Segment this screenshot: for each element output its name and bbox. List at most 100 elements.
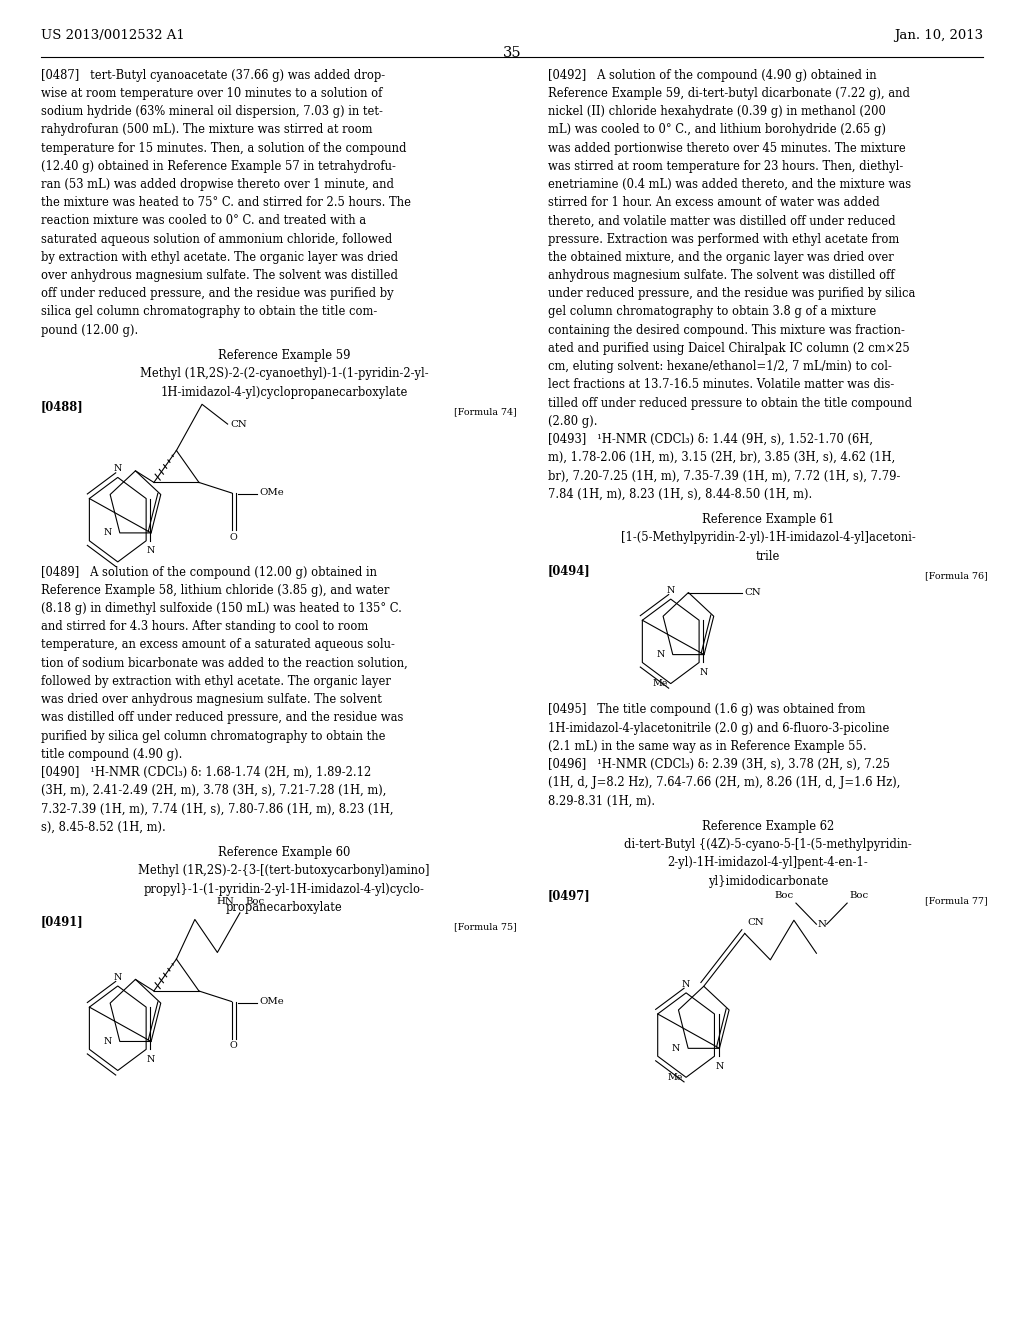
Text: Reference Example 62: Reference Example 62	[701, 820, 835, 833]
Text: (2.80 g).: (2.80 g).	[548, 414, 597, 428]
Text: US 2013/0012532 A1: US 2013/0012532 A1	[41, 29, 184, 42]
Text: trile: trile	[756, 549, 780, 562]
Text: nickel (II) chloride hexahydrate (0.39 g) in methanol (200: nickel (II) chloride hexahydrate (0.39 g…	[548, 106, 886, 117]
Text: off under reduced pressure, and the residue was purified by: off under reduced pressure, and the resi…	[41, 288, 393, 300]
Text: 8.29-8.31 (1H, m).: 8.29-8.31 (1H, m).	[548, 795, 655, 808]
Text: title compound (4.90 g).: title compound (4.90 g).	[41, 747, 182, 760]
Text: CN: CN	[230, 420, 248, 429]
Text: enetriamine (0.4 mL) was added thereto, and the mixture was: enetriamine (0.4 mL) was added thereto, …	[548, 178, 911, 191]
Text: ated and purified using Daicel Chiralpak IC column (2 cm×25: ated and purified using Daicel Chiralpak…	[548, 342, 909, 355]
Text: N: N	[715, 1061, 724, 1071]
Text: Me: Me	[668, 1073, 683, 1082]
Text: Methyl (1R,2S)-2-(2-cyanoethyl)-1-(1-pyridin-2-yl-: Methyl (1R,2S)-2-(2-cyanoethyl)-1-(1-pyr…	[140, 367, 428, 380]
Text: lect fractions at 13.7-16.5 minutes. Volatile matter was dis-: lect fractions at 13.7-16.5 minutes. Vol…	[548, 379, 894, 391]
Text: Reference Example 59, di-tert-butyl dicarbonate (7.22 g), and: Reference Example 59, di-tert-butyl dica…	[548, 87, 910, 100]
Text: pressure. Extraction was performed with ethyl acetate from: pressure. Extraction was performed with …	[548, 232, 899, 246]
Text: N: N	[656, 651, 665, 659]
Text: br), 7.20-7.25 (1H, m), 7.35-7.39 (1H, m), 7.72 (1H, s), 7.79-: br), 7.20-7.25 (1H, m), 7.35-7.39 (1H, m…	[548, 470, 900, 482]
Text: [0496]   ¹H-NMR (CDCl₃) δ: 2.39 (3H, s), 3.78 (2H, s), 7.25: [0496] ¹H-NMR (CDCl₃) δ: 2.39 (3H, s), 3…	[548, 758, 890, 771]
Text: [Formula 77]: [Formula 77]	[926, 896, 988, 906]
Text: saturated aqueous solution of ammonium chloride, followed: saturated aqueous solution of ammonium c…	[41, 232, 392, 246]
Text: Reference Example 59: Reference Example 59	[218, 350, 350, 362]
Text: Boc: Boc	[245, 898, 264, 907]
Text: CN: CN	[748, 917, 765, 927]
Text: CN: CN	[744, 587, 762, 597]
Text: HN: HN	[217, 898, 234, 907]
Text: purified by silica gel column chromatography to obtain the: purified by silica gel column chromatogr…	[41, 730, 385, 743]
Text: N: N	[114, 973, 122, 982]
Text: [0487]   tert-Butyl cyanoacetate (37.66 g) was added drop-: [0487] tert-Butyl cyanoacetate (37.66 g)…	[41, 69, 385, 82]
Text: [1-(5-Methylpyridin-2-yl)-1H-imidazol-4-yl]acetoni-: [1-(5-Methylpyridin-2-yl)-1H-imidazol-4-…	[621, 532, 915, 544]
Text: m), 1.78-2.06 (1H, m), 3.15 (2H, br), 3.85 (3H, s), 4.62 (1H,: m), 1.78-2.06 (1H, m), 3.15 (2H, br), 3.…	[548, 451, 895, 465]
Text: s), 8.45-8.52 (1H, m).: s), 8.45-8.52 (1H, m).	[41, 821, 166, 834]
Text: [0495]   The title compound (1.6 g) was obtained from: [0495] The title compound (1.6 g) was ob…	[548, 704, 865, 717]
Text: OMe: OMe	[259, 997, 284, 1006]
Text: [0491]: [0491]	[41, 915, 84, 928]
Text: [Formula 74]: [Formula 74]	[455, 408, 517, 416]
Text: Reference Example 58, lithium chloride (3.85 g), and water: Reference Example 58, lithium chloride (…	[41, 583, 389, 597]
Text: N: N	[817, 920, 826, 929]
Text: sodium hydride (63% mineral oil dispersion, 7.03 g) in tet-: sodium hydride (63% mineral oil dispersi…	[41, 106, 383, 117]
Text: Boc: Boc	[775, 891, 794, 900]
Text: 1H-imidazol-4-yl)cyclopropanecarboxylate: 1H-imidazol-4-yl)cyclopropanecarboxylate	[161, 385, 408, 399]
Text: (12.40 g) obtained in Reference Example 57 in tetrahydrofu-: (12.40 g) obtained in Reference Example …	[41, 160, 396, 173]
Text: silica gel column chromatography to obtain the title com-: silica gel column chromatography to obta…	[41, 305, 377, 318]
Text: propanecarboxylate: propanecarboxylate	[225, 900, 343, 913]
Text: under reduced pressure, and the residue was purified by silica: under reduced pressure, and the residue …	[548, 288, 915, 300]
Text: tilled off under reduced pressure to obtain the title compound: tilled off under reduced pressure to obt…	[548, 396, 912, 409]
Text: N: N	[103, 528, 112, 537]
Text: Jan. 10, 2013: Jan. 10, 2013	[894, 29, 983, 42]
Text: Reference Example 60: Reference Example 60	[218, 846, 350, 859]
Text: followed by extraction with ethyl acetate. The organic layer: followed by extraction with ethyl acetat…	[41, 675, 391, 688]
Text: O: O	[230, 532, 238, 541]
Text: was distilled off under reduced pressure, and the residue was: was distilled off under reduced pressure…	[41, 711, 403, 725]
Text: cm, eluting solvent: hexane/ethanol=1/2, 7 mL/min) to col-: cm, eluting solvent: hexane/ethanol=1/2,…	[548, 360, 892, 374]
Text: [Formula 75]: [Formula 75]	[455, 923, 517, 932]
Text: tion of sodium bicarbonate was added to the reaction solution,: tion of sodium bicarbonate was added to …	[41, 656, 408, 669]
Text: 1H-imidazol-4-ylacetonitrile (2.0 g) and 6-fluoro-3-picoline: 1H-imidazol-4-ylacetonitrile (2.0 g) and…	[548, 722, 889, 735]
Text: N: N	[114, 465, 122, 474]
Text: O: O	[230, 1041, 238, 1051]
Text: (3H, m), 2.41-2.49 (2H, m), 3.78 (3H, s), 7.21-7.28 (1H, m),: (3H, m), 2.41-2.49 (2H, m), 3.78 (3H, s)…	[41, 784, 386, 797]
Text: N: N	[146, 1055, 156, 1064]
Text: Methyl (1R,2S)-2-{3-[(tert-butoxycarbonyl)amino]: Methyl (1R,2S)-2-{3-[(tert-butoxycarbony…	[138, 865, 430, 878]
Text: containing the desired compound. This mixture was fraction-: containing the desired compound. This mi…	[548, 323, 905, 337]
Text: reaction mixture was cooled to 0° C. and treated with a: reaction mixture was cooled to 0° C. and…	[41, 214, 367, 227]
Text: gel column chromatography to obtain 3.8 g of a mixture: gel column chromatography to obtain 3.8 …	[548, 305, 877, 318]
Text: stirred for 1 hour. An excess amount of water was added: stirred for 1 hour. An excess amount of …	[548, 197, 880, 209]
Text: Me: Me	[652, 678, 668, 688]
Text: [Formula 76]: [Formula 76]	[926, 572, 988, 581]
Text: was stirred at room temperature for 23 hours. Then, diethyl-: was stirred at room temperature for 23 h…	[548, 160, 903, 173]
Text: was dried over anhydrous magnesium sulfate. The solvent: was dried over anhydrous magnesium sulfa…	[41, 693, 382, 706]
Text: [0497]: [0497]	[548, 890, 591, 902]
Text: N: N	[699, 668, 709, 677]
Text: (1H, d, J=8.2 Hz), 7.64-7.66 (2H, m), 8.26 (1H, d, J=1.6 Hz),: (1H, d, J=8.2 Hz), 7.64-7.66 (2H, m), 8.…	[548, 776, 900, 789]
Text: and stirred for 4.3 hours. After standing to cool to room: and stirred for 4.3 hours. After standin…	[41, 620, 369, 634]
Text: the mixture was heated to 75° C. and stirred for 2.5 hours. The: the mixture was heated to 75° C. and sti…	[41, 197, 411, 209]
Text: [0492]   A solution of the compound (4.90 g) obtained in: [0492] A solution of the compound (4.90 …	[548, 69, 877, 82]
Text: propyl}-1-(1-pyridin-2-yl-1H-imidazol-4-yl)cyclo-: propyl}-1-(1-pyridin-2-yl-1H-imidazol-4-…	[143, 883, 425, 895]
Text: (2.1 mL) in the same way as in Reference Example 55.: (2.1 mL) in the same way as in Reference…	[548, 739, 866, 752]
Text: (8.18 g) in dimethyl sulfoxide (150 mL) was heated to 135° C.: (8.18 g) in dimethyl sulfoxide (150 mL) …	[41, 602, 401, 615]
Text: Boc: Boc	[849, 891, 868, 900]
Text: by extraction with ethyl acetate. The organic layer was dried: by extraction with ethyl acetate. The or…	[41, 251, 398, 264]
Text: N: N	[672, 1044, 680, 1053]
Text: was added portionwise thereto over 45 minutes. The mixture: was added portionwise thereto over 45 mi…	[548, 141, 905, 154]
Text: the obtained mixture, and the organic layer was dried over: the obtained mixture, and the organic la…	[548, 251, 894, 264]
Text: ran (53 mL) was added dropwise thereto over 1 minute, and: ran (53 mL) was added dropwise thereto o…	[41, 178, 394, 191]
Text: thereto, and volatile matter was distilled off under reduced: thereto, and volatile matter was distill…	[548, 214, 895, 227]
Text: OMe: OMe	[259, 488, 284, 498]
Text: yl}imidodicarbonate: yl}imidodicarbonate	[708, 875, 828, 887]
Text: di-tert-Butyl {(4Z)-5-cyano-5-[1-(5-methylpyridin-: di-tert-Butyl {(4Z)-5-cyano-5-[1-(5-meth…	[624, 838, 912, 851]
Text: N: N	[667, 586, 675, 595]
Text: temperature for 15 minutes. Then, a solution of the compound: temperature for 15 minutes. Then, a solu…	[41, 141, 407, 154]
Text: N: N	[103, 1038, 112, 1045]
Text: wise at room temperature over 10 minutes to a solution of: wise at room temperature over 10 minutes…	[41, 87, 382, 100]
Text: N: N	[146, 546, 156, 556]
Text: Reference Example 61: Reference Example 61	[701, 513, 835, 527]
Text: 35: 35	[503, 46, 521, 61]
Text: N: N	[682, 979, 690, 989]
Text: 2-yl)-1H-imidazol-4-yl]pent-4-en-1-: 2-yl)-1H-imidazol-4-yl]pent-4-en-1-	[668, 857, 868, 870]
Text: rahydrofuran (500 mL). The mixture was stirred at room: rahydrofuran (500 mL). The mixture was s…	[41, 123, 373, 136]
Text: mL) was cooled to 0° C., and lithium borohydride (2.65 g): mL) was cooled to 0° C., and lithium bor…	[548, 123, 886, 136]
